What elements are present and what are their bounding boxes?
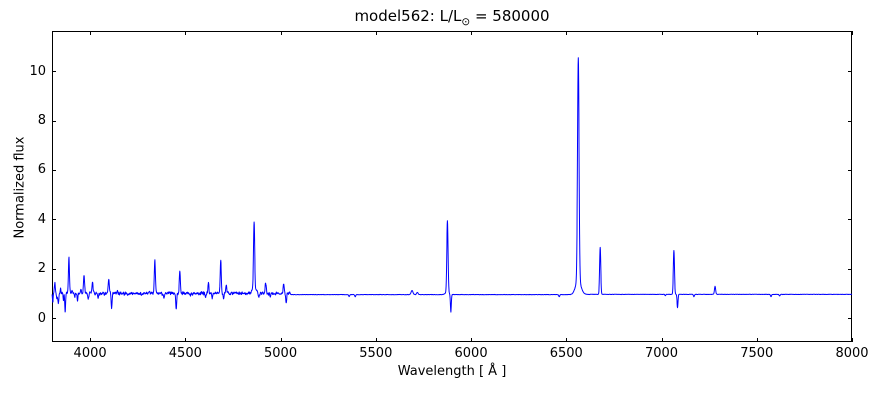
- title-prefix: model562: L/L: [354, 7, 462, 25]
- x-tick-label: 7500: [740, 346, 774, 361]
- x-tick-label: 8000: [835, 346, 869, 361]
- chart-title: model562: L/L⊙ = 580000: [252, 7, 652, 28]
- y-tick-label: 2: [37, 261, 46, 277]
- y-tick-label: 6: [37, 162, 46, 178]
- plot-frame: [52, 31, 852, 342]
- x-tick-label: 5500: [359, 346, 393, 361]
- x-tick-label: 4500: [168, 346, 202, 361]
- x-tick-label: 6500: [549, 346, 583, 361]
- y-tick-label: 0: [37, 310, 46, 326]
- y-tick-label: 10: [29, 63, 46, 79]
- y-tick-label: 4: [37, 211, 46, 227]
- y-tick-label: 8: [37, 113, 46, 129]
- x-tick-label: 5000: [264, 346, 298, 361]
- x-axis-label: Wavelength [ Å ]: [397, 364, 507, 379]
- x-tick-label: 7000: [644, 346, 679, 361]
- x-tick-label: 6000: [454, 346, 488, 361]
- spectrum-line: [51, 57, 853, 313]
- axis-ticks: [52, 31, 853, 342]
- x-tick-label: 4000: [73, 346, 107, 361]
- sun-symbol: ⊙: [461, 16, 471, 28]
- title-suffix: = 580000: [470, 7, 550, 25]
